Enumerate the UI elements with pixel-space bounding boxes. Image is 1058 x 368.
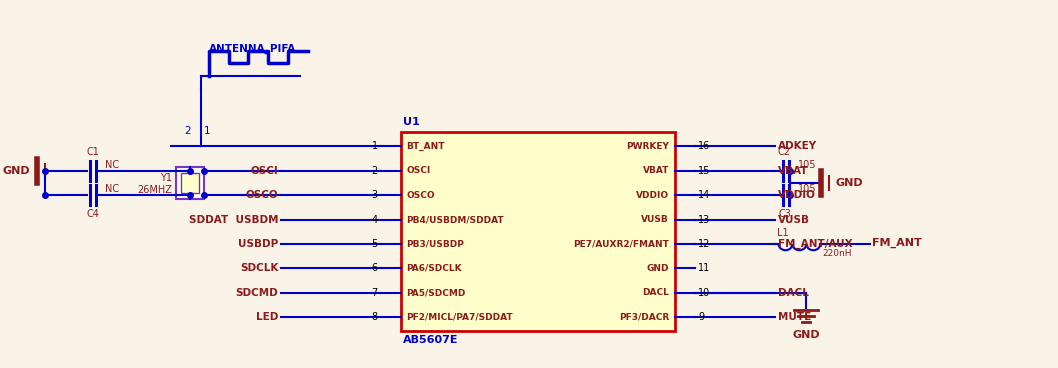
Text: C2: C2 xyxy=(778,147,791,157)
Bar xyxy=(181,173,199,193)
Text: FM_ANT: FM_ANT xyxy=(872,238,922,248)
Text: VDDIO: VDDIO xyxy=(636,191,669,199)
Text: PA6/SDCLK: PA6/SDCLK xyxy=(406,264,462,273)
Text: VBAT: VBAT xyxy=(778,166,808,176)
Text: 15: 15 xyxy=(698,166,710,176)
Text: GND: GND xyxy=(3,166,31,176)
Text: C3: C3 xyxy=(778,209,791,219)
Bar xyxy=(401,132,675,331)
Text: VUSB: VUSB xyxy=(778,215,809,224)
Text: GND: GND xyxy=(792,330,820,340)
Text: Y1: Y1 xyxy=(160,173,171,183)
Text: SDCMD: SDCMD xyxy=(236,288,278,298)
Text: LED: LED xyxy=(256,312,278,322)
Text: 5: 5 xyxy=(371,239,378,249)
Text: VBAT: VBAT xyxy=(643,166,669,175)
Text: 10: 10 xyxy=(698,288,710,298)
Text: 8: 8 xyxy=(371,312,378,322)
Text: ANTENNA_PIFA: ANTENNA_PIFA xyxy=(208,43,296,54)
Text: FM_ANT/AUX: FM_ANT/AUX xyxy=(778,239,852,249)
Text: 2: 2 xyxy=(184,126,190,136)
Text: OSCO: OSCO xyxy=(406,191,435,199)
Text: 2: 2 xyxy=(371,166,378,176)
Text: 105: 105 xyxy=(799,160,817,170)
Text: AB5607E: AB5607E xyxy=(403,335,458,345)
Text: SDDAT  USBDM: SDDAT USBDM xyxy=(188,215,278,224)
Text: 7: 7 xyxy=(371,288,378,298)
Bar xyxy=(176,167,203,199)
Text: 11: 11 xyxy=(698,263,710,273)
Text: VDDIO: VDDIO xyxy=(778,190,816,200)
Text: 14: 14 xyxy=(698,190,710,200)
Text: DACL: DACL xyxy=(642,289,669,297)
Text: OSCO: OSCO xyxy=(245,190,278,200)
Text: 1: 1 xyxy=(371,141,378,151)
Text: PB4/USBDM/SDDAT: PB4/USBDM/SDDAT xyxy=(406,215,505,224)
Text: C4: C4 xyxy=(87,209,99,219)
Text: 1: 1 xyxy=(203,126,211,136)
Text: GND: GND xyxy=(835,178,863,188)
Text: BT_ANT: BT_ANT xyxy=(406,142,445,151)
Text: 105: 105 xyxy=(799,184,817,194)
Text: PA5/SDCMD: PA5/SDCMD xyxy=(406,289,466,297)
Text: PWRKEY: PWRKEY xyxy=(626,142,669,151)
Text: NC: NC xyxy=(105,160,120,170)
Text: USBDP: USBDP xyxy=(238,239,278,249)
Text: 9: 9 xyxy=(698,312,704,322)
Text: OSCI: OSCI xyxy=(251,166,278,176)
Text: PF2/MICL/PA7/SDDAT: PF2/MICL/PA7/SDDAT xyxy=(406,313,513,322)
Text: OSCI: OSCI xyxy=(406,166,431,175)
Text: MUTE: MUTE xyxy=(778,312,810,322)
Text: L1: L1 xyxy=(777,228,788,238)
Text: GND: GND xyxy=(646,264,669,273)
Text: VUSB: VUSB xyxy=(641,215,669,224)
Text: 6: 6 xyxy=(371,263,378,273)
Text: 3: 3 xyxy=(371,190,378,200)
Text: NC: NC xyxy=(105,184,120,194)
Text: SDCLK: SDCLK xyxy=(240,263,278,273)
Text: PB3/USBDP: PB3/USBDP xyxy=(406,240,464,248)
Text: U1: U1 xyxy=(403,117,419,127)
Text: 13: 13 xyxy=(698,215,710,224)
Text: PE7/AUXR2/FMANT: PE7/AUXR2/FMANT xyxy=(573,240,669,248)
Text: DACL: DACL xyxy=(778,288,808,298)
Text: 26MHZ: 26MHZ xyxy=(136,185,171,195)
Text: C1: C1 xyxy=(87,147,99,157)
Text: ADKEY: ADKEY xyxy=(778,141,817,151)
Text: 4: 4 xyxy=(371,215,378,224)
Text: PF3/DACR: PF3/DACR xyxy=(619,313,669,322)
Text: 220nH: 220nH xyxy=(822,249,852,258)
Text: 16: 16 xyxy=(698,141,710,151)
Text: 12: 12 xyxy=(698,239,710,249)
